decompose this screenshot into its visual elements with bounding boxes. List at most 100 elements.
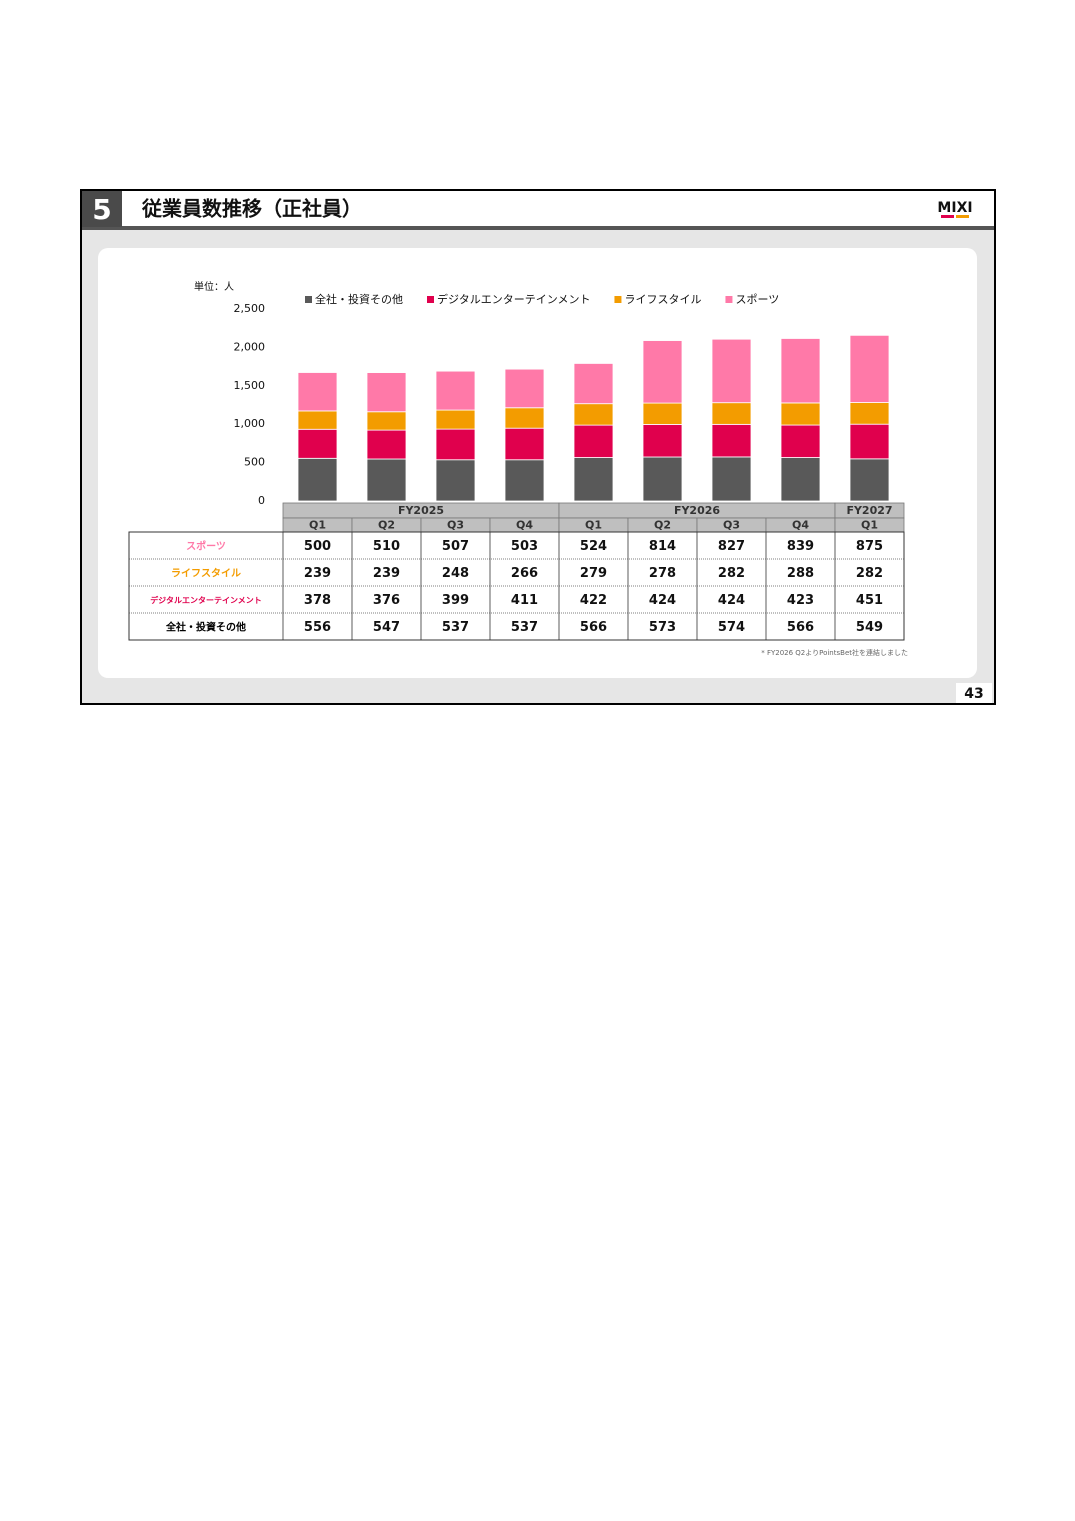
bar-segment xyxy=(297,410,338,430)
bar-segment xyxy=(780,457,821,502)
x-tick-label: Q1 xyxy=(585,519,602,532)
table-value: 566 xyxy=(580,620,607,635)
table-value: 378 xyxy=(304,593,331,608)
bar-segment xyxy=(435,428,476,461)
x-tick-label: Q4 xyxy=(792,519,809,532)
x-tick-label: Q3 xyxy=(447,519,464,532)
legend-label: デジタルエンターテインメント xyxy=(437,292,590,306)
bar-segment xyxy=(297,457,338,502)
table-value: 827 xyxy=(718,539,745,554)
bar-segment xyxy=(435,370,476,411)
bar-segment xyxy=(711,402,752,425)
table-value: 814 xyxy=(649,539,676,554)
bar-segment xyxy=(711,456,752,502)
table-value: 239 xyxy=(373,566,400,581)
row-label: ライフスタイル xyxy=(171,568,241,580)
header-rule xyxy=(82,226,994,230)
x-tick-label: Q4 xyxy=(516,519,533,532)
legend-swatch xyxy=(305,296,312,303)
x-tick-label: Q1 xyxy=(309,519,326,532)
group-header: FY2025 xyxy=(398,504,444,517)
legend-swatch xyxy=(725,296,733,303)
table-value: 411 xyxy=(511,593,538,608)
x-tick-label: Q2 xyxy=(654,519,671,532)
table-value: 288 xyxy=(787,566,814,581)
x-tick-label: Q1 xyxy=(861,519,878,532)
bar-segment xyxy=(711,338,752,404)
bar-segment xyxy=(780,402,821,426)
bar-segment xyxy=(711,423,752,458)
bar-segment xyxy=(366,458,407,502)
table-value: 282 xyxy=(718,566,745,581)
bar-segment xyxy=(366,429,407,460)
x-tick-label: Q3 xyxy=(723,519,740,532)
bar-segment xyxy=(849,402,890,425)
section-tab xyxy=(82,191,122,227)
unit-label: 単位：人 xyxy=(194,280,234,293)
bar-segment xyxy=(504,368,545,409)
bar-segment xyxy=(780,424,821,458)
y-tick-label: 0 xyxy=(258,494,265,507)
legend-swatch xyxy=(614,296,622,303)
bar-segment xyxy=(366,372,407,413)
row-label: デジタルエンターテインメント xyxy=(150,595,262,605)
table-value: 266 xyxy=(511,566,538,581)
table-value: 282 xyxy=(856,566,883,581)
bar-segment xyxy=(297,372,338,412)
table-value: 507 xyxy=(442,539,469,554)
table-value: 573 xyxy=(649,620,676,635)
table-value: 279 xyxy=(580,566,607,581)
table-value: 422 xyxy=(580,593,607,608)
legend-swatch xyxy=(427,296,434,303)
legend-label: スポーツ xyxy=(735,293,779,306)
bar-segment xyxy=(297,428,338,459)
bar-segment xyxy=(435,409,476,430)
y-tick-label: 2,000 xyxy=(234,340,266,353)
table-value: 574 xyxy=(718,620,745,635)
bar-segment xyxy=(849,423,890,460)
bar-segment xyxy=(849,334,890,403)
row-label: スポーツ xyxy=(186,540,226,553)
table-value: 424 xyxy=(649,593,676,608)
bar-segment xyxy=(573,457,614,502)
table-value: 510 xyxy=(373,539,400,554)
bar-segment xyxy=(504,427,545,461)
logo-bar xyxy=(956,215,969,218)
table-value: 423 xyxy=(787,593,814,608)
table-value: 875 xyxy=(856,539,883,554)
bar-segment xyxy=(573,363,614,405)
table-value: 239 xyxy=(304,566,331,581)
bar-segment xyxy=(849,458,890,502)
bar-segment xyxy=(642,456,683,502)
table-value: 537 xyxy=(511,620,538,635)
table-value: 399 xyxy=(442,593,469,608)
bar-segment xyxy=(573,403,614,426)
bar-segment xyxy=(642,402,683,425)
table-value: 500 xyxy=(304,539,331,554)
bar-segment xyxy=(366,411,407,431)
section-number: 5 xyxy=(92,193,111,226)
page-number-box xyxy=(956,683,992,703)
bar-segment xyxy=(435,459,476,502)
bar-segment xyxy=(504,407,545,429)
logo: MIXI xyxy=(937,200,972,216)
y-tick-label: 2,500 xyxy=(234,302,266,315)
table-value: 556 xyxy=(304,620,331,635)
table-value: 839 xyxy=(787,539,814,554)
bar-segment xyxy=(642,340,683,404)
row-label: 全社・投資その他 xyxy=(165,621,246,634)
footnote: * FY2026 Q2よりPointsBet社を連結しました xyxy=(761,648,908,657)
x-tick-label: Q2 xyxy=(378,519,395,532)
table-value: 278 xyxy=(649,566,676,581)
legend-label: 全社・投資その他 xyxy=(315,292,403,306)
table-value: 248 xyxy=(442,566,469,581)
bar-segment xyxy=(780,338,821,404)
legend-label: ライフスタイル xyxy=(624,293,701,306)
table-value: 451 xyxy=(856,593,883,608)
bar-segment xyxy=(573,424,614,458)
y-tick-label: 1,500 xyxy=(234,379,266,392)
table-value: 524 xyxy=(580,539,607,554)
group-header: FY2026 xyxy=(674,504,720,517)
